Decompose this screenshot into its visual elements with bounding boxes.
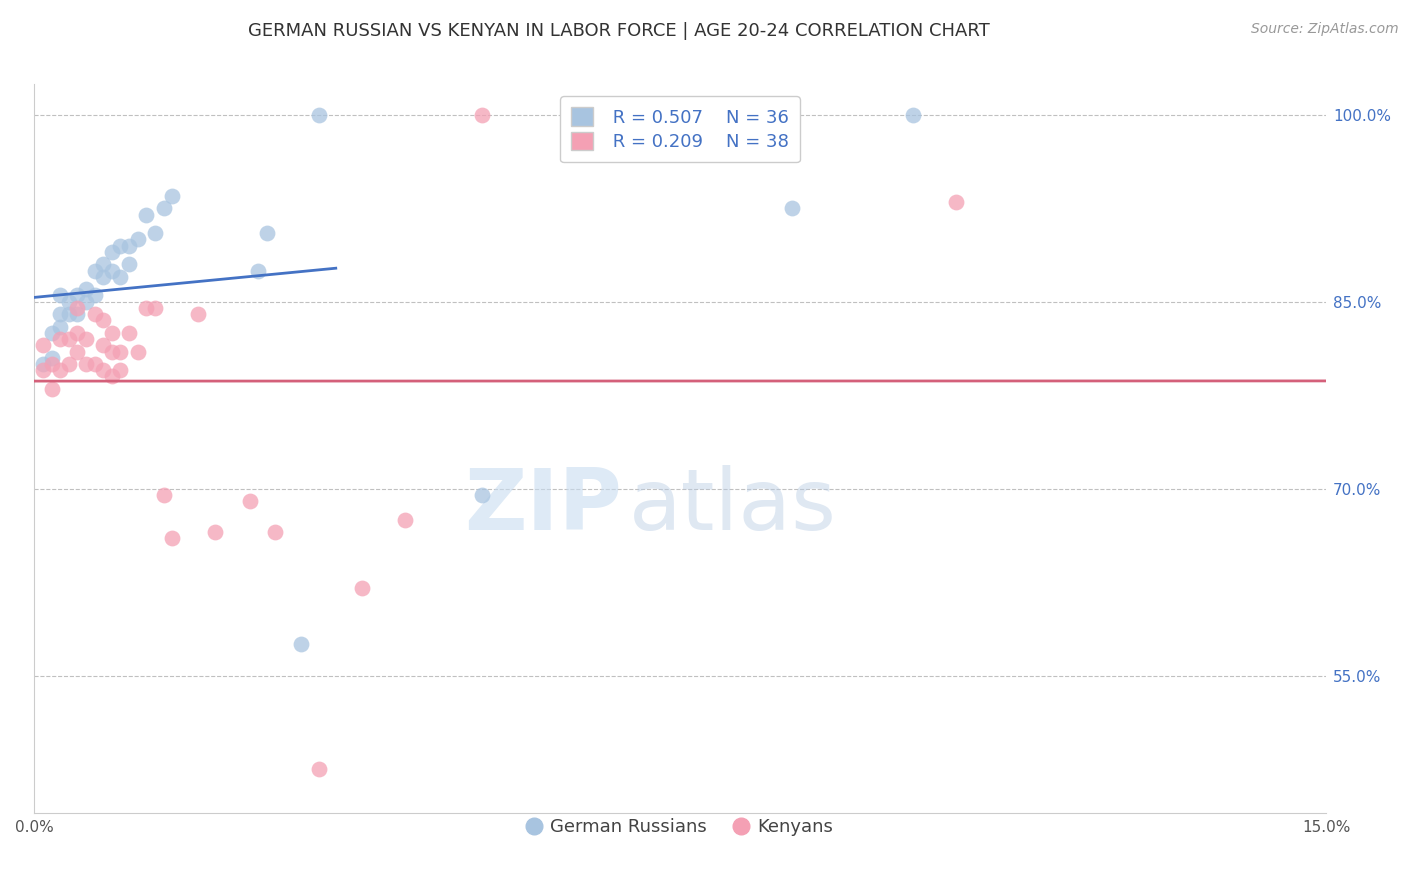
Point <box>101 263 124 277</box>
Point <box>32 338 55 352</box>
Text: ZIP: ZIP <box>464 465 621 548</box>
Point <box>350 582 373 596</box>
Text: atlas: atlas <box>628 465 837 548</box>
Point <box>101 344 124 359</box>
Point <box>32 357 55 371</box>
Point <box>110 238 132 252</box>
Point <box>264 525 287 540</box>
Point <box>49 363 72 377</box>
Text: GERMAN RUSSIAN VS KENYAN IN LABOR FORCE | AGE 20-24 CORRELATION CHART: GERMAN RUSSIAN VS KENYAN IN LABOR FORCE … <box>247 22 990 40</box>
Point <box>49 288 72 302</box>
Point <box>160 532 183 546</box>
Point <box>187 307 209 321</box>
Point <box>83 288 105 302</box>
Point <box>101 244 124 259</box>
Point <box>41 382 63 396</box>
Text: Source: ZipAtlas.com: Source: ZipAtlas.com <box>1251 22 1399 37</box>
Point <box>58 294 80 309</box>
Point <box>394 513 416 527</box>
Point <box>110 344 132 359</box>
Point <box>58 332 80 346</box>
Point <box>83 307 105 321</box>
Point <box>160 189 183 203</box>
Point <box>945 195 967 210</box>
Point <box>41 357 63 371</box>
Point <box>127 344 149 359</box>
Point <box>75 332 97 346</box>
Point <box>239 494 262 508</box>
Point <box>118 238 141 252</box>
Point <box>66 307 89 321</box>
Point <box>110 269 132 284</box>
Point <box>143 226 166 240</box>
Point <box>49 332 72 346</box>
Point <box>256 226 278 240</box>
Point <box>66 301 89 315</box>
Point <box>41 326 63 340</box>
Point <box>247 263 270 277</box>
Point <box>75 282 97 296</box>
Point <box>152 488 174 502</box>
Point <box>135 301 157 315</box>
Point <box>91 363 114 377</box>
Point <box>83 263 105 277</box>
Point <box>32 363 55 377</box>
Point <box>66 326 89 340</box>
Point <box>101 326 124 340</box>
Point <box>91 313 114 327</box>
Point <box>75 294 97 309</box>
Point <box>41 351 63 365</box>
Point <box>204 525 226 540</box>
Point <box>780 201 803 215</box>
Point <box>91 269 114 284</box>
Point <box>58 357 80 371</box>
Point <box>127 232 149 246</box>
Point <box>91 257 114 271</box>
Point <box>118 257 141 271</box>
Point <box>135 207 157 221</box>
Point <box>75 357 97 371</box>
Point <box>118 326 141 340</box>
Point <box>66 288 89 302</box>
Point <box>49 307 72 321</box>
Point <box>471 488 494 502</box>
Point <box>91 338 114 352</box>
Point <box>143 301 166 315</box>
Legend: German Russians, Kenyans: German Russians, Kenyans <box>520 811 841 844</box>
Point <box>290 637 312 651</box>
Point <box>83 357 105 371</box>
Point <box>101 369 124 384</box>
Point <box>308 762 330 776</box>
Point <box>49 319 72 334</box>
Point <box>308 108 330 122</box>
Point <box>471 108 494 122</box>
Point <box>152 201 174 215</box>
Point <box>58 307 80 321</box>
Point <box>901 108 924 122</box>
Point <box>110 363 132 377</box>
Point <box>66 344 89 359</box>
